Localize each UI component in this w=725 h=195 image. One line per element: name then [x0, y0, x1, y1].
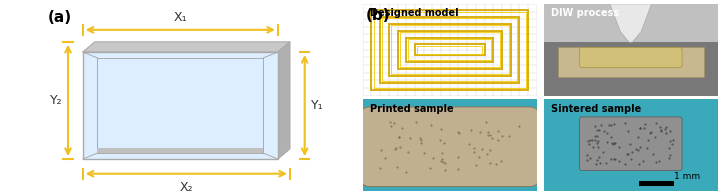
Text: (a): (a): [48, 10, 72, 25]
Bar: [415, 44, 484, 55]
Text: (b): (b): [366, 8, 391, 23]
Bar: [544, 4, 718, 42]
Text: Sintered sample: Sintered sample: [551, 104, 641, 114]
Bar: [389, 24, 510, 76]
Bar: [639, 182, 674, 186]
Text: Printed sample: Printed sample: [370, 104, 453, 114]
Bar: [406, 38, 493, 62]
Bar: [399, 32, 500, 67]
Text: X₂: X₂: [180, 181, 193, 194]
Bar: [408, 39, 491, 60]
Bar: [97, 58, 263, 153]
Bar: [380, 17, 519, 83]
Text: DIW process: DIW process: [551, 9, 619, 19]
Bar: [558, 47, 704, 77]
Bar: [371, 10, 528, 90]
Bar: [97, 148, 263, 153]
Bar: [417, 46, 482, 54]
Bar: [373, 12, 526, 88]
Text: Designed model: Designed model: [370, 9, 458, 19]
FancyBboxPatch shape: [579, 48, 682, 67]
Polygon shape: [278, 42, 290, 159]
Text: Y₁: Y₁: [310, 99, 323, 112]
Bar: [83, 52, 278, 159]
Polygon shape: [83, 42, 290, 52]
Polygon shape: [610, 4, 652, 42]
Text: Y₂: Y₂: [49, 94, 62, 107]
Bar: [382, 19, 517, 81]
Bar: [391, 25, 508, 74]
FancyBboxPatch shape: [361, 107, 539, 186]
FancyBboxPatch shape: [579, 117, 682, 170]
Text: 1 mm: 1 mm: [674, 172, 700, 181]
Bar: [397, 31, 502, 69]
Text: X₁: X₁: [173, 11, 187, 24]
